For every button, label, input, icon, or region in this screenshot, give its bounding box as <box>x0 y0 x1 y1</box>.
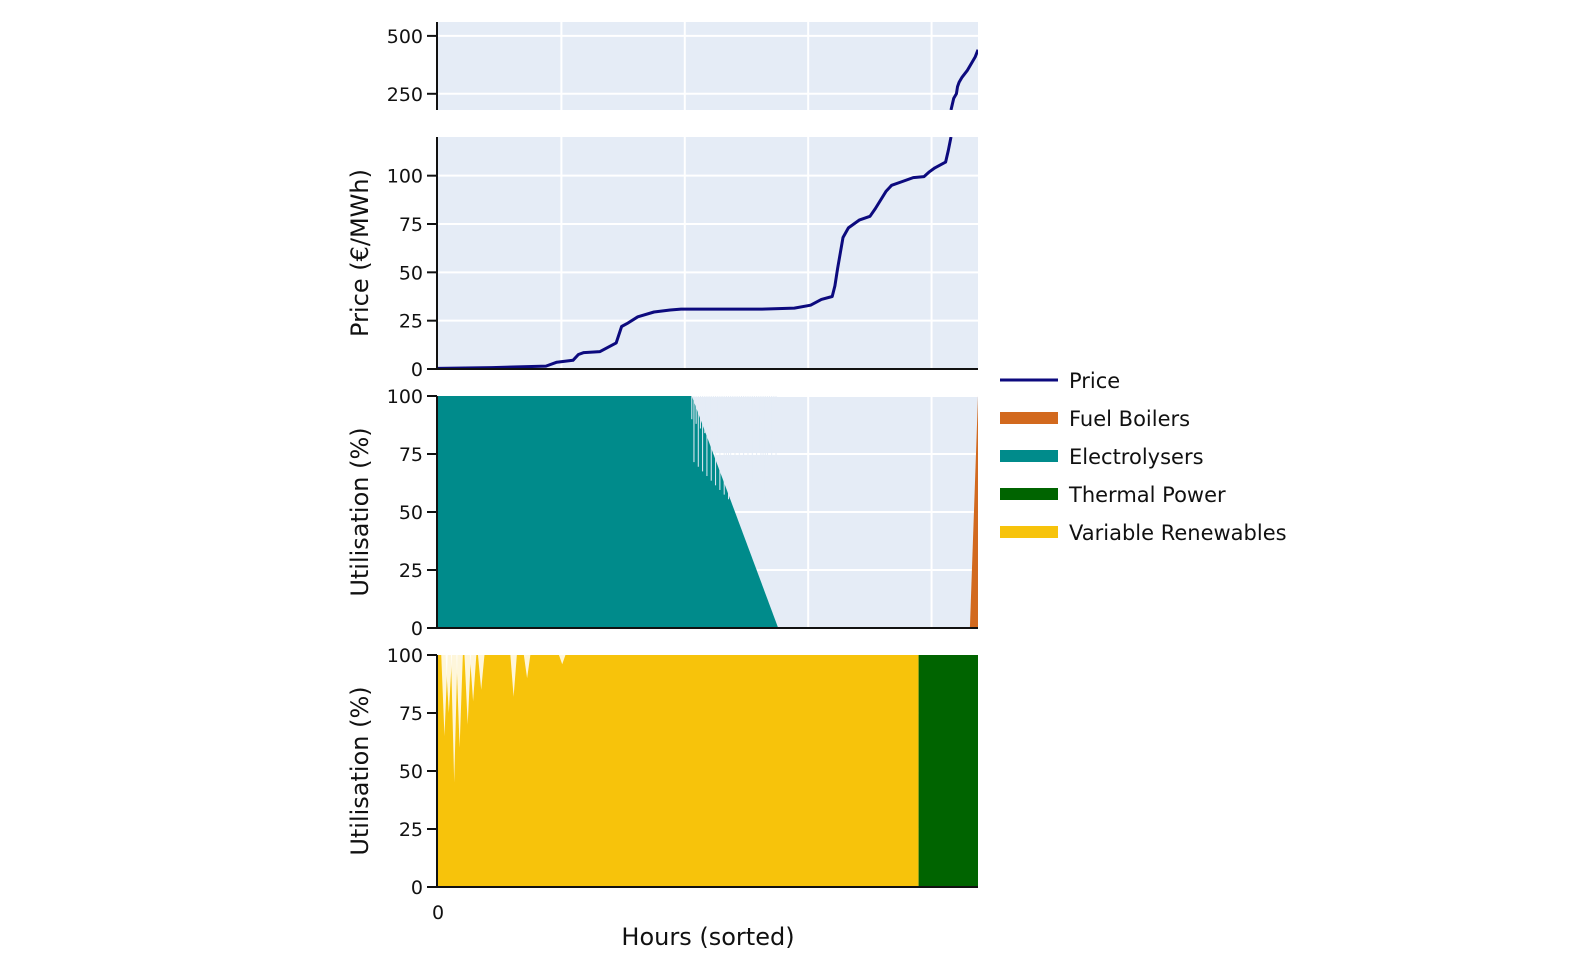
renewables-curtail-notch <box>469 655 477 702</box>
renewables-curtail-notch <box>558 655 566 665</box>
x-tick-label: 0 <box>432 902 444 924</box>
y-tick-label: 0 <box>411 877 423 899</box>
y-axis-title: Utilisation (%) <box>346 427 374 596</box>
legend-item: Electrolysers <box>1000 445 1204 469</box>
y-tick-label: 75 <box>399 214 423 236</box>
legend-swatch-box <box>1000 526 1058 538</box>
renewables-area <box>438 655 919 887</box>
y-tick-label: 25 <box>399 311 423 333</box>
fuel-boilers-area <box>969 396 978 628</box>
y-tick-label: 0 <box>411 618 423 640</box>
y-tick-label: 75 <box>399 703 423 725</box>
legend-label: Electrolysers <box>1069 445 1204 469</box>
legend-item: Thermal Power <box>1000 483 1226 507</box>
y-tick-label: 25 <box>399 560 423 582</box>
legend-label: Fuel Boilers <box>1069 407 1190 431</box>
x-axis-title: Hours (sorted) <box>621 923 794 951</box>
y-tick-label: 25 <box>399 819 423 841</box>
thermal-power-area <box>918 655 978 887</box>
legend: Price Fuel Boilers Electrolysers Thermal Po… <box>1000 369 1287 545</box>
renewables-curtail-notch <box>456 655 463 748</box>
y-tick-label: 250 <box>387 84 423 106</box>
y-tick-label: 75 <box>399 444 423 466</box>
panel-utilisation-supply: 0 25 50 75 100 Utilisation (%) 0 Hours (sorted) <box>346 645 978 951</box>
legend-item: Price <box>1000 369 1120 393</box>
plot-content <box>949 49 978 110</box>
panel-price-upper: 250 500 <box>387 22 978 110</box>
legend-label: Price <box>1069 369 1120 393</box>
renewables-curtail-notch <box>441 655 448 737</box>
renewables-curtail-notch <box>523 655 531 679</box>
y-tick-label: 50 <box>399 761 423 783</box>
legend-item: Variable Renewables <box>1000 521 1287 545</box>
legend-label: Variable Renewables <box>1069 521 1287 545</box>
y-tick-label: 50 <box>399 502 423 524</box>
legend-label: Thermal Power <box>1068 483 1226 507</box>
panel-price-lower: 0 25 50 75 100 Price (€/MWh) <box>346 137 978 381</box>
renewables-curtail-notch <box>450 655 458 783</box>
y-tick-label: 500 <box>387 26 423 48</box>
price-line <box>949 49 978 110</box>
plot-content <box>438 137 953 369</box>
y-tick-label: 100 <box>387 645 423 667</box>
y-tick-label: 0 <box>411 359 423 381</box>
renewables-curtail-notch <box>464 655 471 725</box>
renewables-curtail-notch <box>510 655 517 697</box>
plot-content <box>438 396 978 628</box>
renewables-curtail-notch <box>445 655 453 713</box>
y-tick-label: 50 <box>399 262 423 284</box>
electrolysers-area <box>438 396 779 628</box>
panel-utilisation-demand: 0 25 50 75 100 Utilisation (%) <box>346 386 978 640</box>
y-axis-title: Utilisation (%) <box>346 686 374 855</box>
legend-swatch-box <box>1000 412 1058 424</box>
price-line <box>438 137 953 369</box>
renewables-curtail-notch <box>477 655 485 690</box>
y-tick-label: 100 <box>387 166 423 188</box>
legend-swatch-box <box>1000 488 1058 500</box>
y-tick-label: 100 <box>387 386 423 408</box>
plot-background <box>438 137 978 369</box>
legend-swatch-box <box>1000 450 1058 462</box>
plot-content <box>438 655 978 887</box>
y-axis-title: Price (€/MWh) <box>346 169 374 337</box>
legend-item: Fuel Boilers <box>1000 407 1190 431</box>
